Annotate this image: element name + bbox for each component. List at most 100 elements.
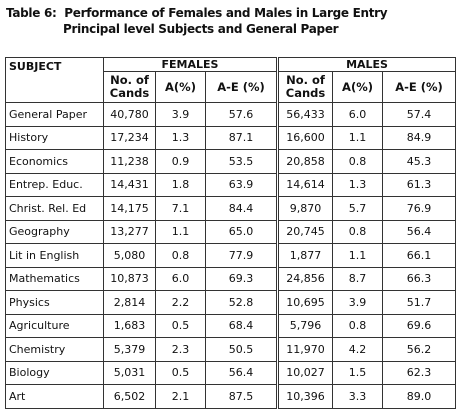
title-line: Table 6: Performance of Females and Male… (6, 5, 388, 21)
value-cell: 1.5 (332, 360, 384, 385)
value-cell: 5,080 (103, 243, 156, 268)
value-cell: 0.8 (332, 219, 384, 244)
value-cell: 1.8 (155, 172, 206, 197)
value-cell: 0.8 (332, 149, 384, 174)
data-row: Physics 2,814 2.2 52.8 10,695 3.9 51.7 (5, 290, 457, 315)
subject-cell: Art (5, 384, 104, 409)
subject-cell: Christ. Rel. Ed (5, 196, 104, 221)
value-cell: 1.3 (332, 172, 384, 197)
value-cell: 52.8 (204, 290, 280, 315)
value-cell: 20,745 (277, 219, 334, 244)
subject-cell: Physics (5, 290, 104, 315)
column-header: A(%) (155, 71, 206, 103)
value-cell: 66.3 (382, 266, 457, 291)
value-cell: 61.3 (382, 172, 457, 197)
value-cell: 1,683 (103, 313, 156, 338)
value-cell: 6.0 (332, 102, 384, 127)
value-cell: 84.4 (204, 196, 280, 221)
value-cell: 76.9 (382, 196, 457, 221)
subject-cell: Mathematics (5, 266, 104, 291)
value-cell: 1.1 (332, 125, 384, 150)
value-cell: 2.2 (155, 290, 206, 315)
column-header: A(%) (332, 71, 384, 103)
value-cell: 57.6 (204, 102, 280, 127)
subject-cell: Geography (5, 219, 104, 244)
value-cell: 1,877 (277, 243, 334, 268)
value-cell: 53.5 (204, 149, 280, 174)
value-cell: 3.3 (332, 384, 384, 409)
value-cell: 1.3 (155, 125, 206, 150)
data-row: Christ. Rel. Ed 14,175 7.1 84.4 9,870 5.7 76.9 (5, 196, 457, 221)
value-cell: 87.5 (204, 384, 280, 409)
value-cell: 40,780 (103, 102, 156, 127)
group-header: FEMALES (102, 57, 280, 72)
value-cell: 2.3 (155, 337, 206, 362)
value-cell: 11,238 (103, 149, 156, 174)
subject-cell: Lit in English (5, 243, 104, 268)
value-cell: 0.8 (332, 313, 384, 338)
subject-cell: Economics (5, 149, 104, 174)
value-cell: 10,873 (103, 266, 156, 291)
value-cell: 13,277 (103, 219, 156, 244)
data-row: Mathematics 10,873 6.0 69.3 24,856 8.7 66.3 (5, 266, 457, 291)
value-cell: 17,234 (103, 125, 156, 150)
value-cell: 84.9 (382, 125, 457, 150)
value-cell: 14,431 (103, 172, 156, 197)
value-cell: 2,814 (103, 290, 156, 315)
value-cell: 0.8 (155, 243, 206, 268)
data-row: Economics 11,238 0.9 53.5 20,858 0.8 45.3 (5, 149, 457, 174)
subject-header: SUBJECT (5, 57, 104, 103)
value-cell: 57.4 (382, 102, 457, 127)
value-cell: 4.2 (332, 337, 384, 362)
value-cell: 1.1 (332, 243, 384, 268)
value-cell: 6.0 (155, 266, 206, 291)
header-row: SUBJECT FEMALES MALES (5, 57, 457, 103)
header-row: No. of Cands A(%) A-E (%) No. of Cands A(%) A… (6, 71, 457, 103)
value-cell: 89.0 (382, 384, 457, 409)
value-cell: 1.1 (155, 219, 206, 244)
value-cell: 66.1 (382, 243, 457, 268)
value-cell: 45.3 (382, 149, 457, 174)
value-cell: 9,870 (277, 196, 334, 221)
value-cell: 0.5 (155, 360, 206, 385)
results-table: SUBJECT FEMALES MALES No. of Cands A(%) A-E (… (5, 57, 457, 409)
column-header: A-E (%) (382, 71, 457, 103)
value-cell: 56.4 (204, 360, 280, 385)
data-row: Art 6,502 2.1 87.5 10,396 3.3 89.0 (5, 384, 457, 409)
value-cell: 3.9 (155, 102, 206, 127)
value-cell: 2.1 (155, 384, 206, 409)
value-cell: 5,796 (277, 313, 334, 338)
column-header: No. of Cands (103, 71, 156, 103)
value-cell: 10,027 (277, 360, 334, 385)
data-row: Entrep. Educ. 14,431 1.8 63.9 14,614 1.3 61.3 (5, 172, 457, 197)
column-header: No. of Cands (277, 71, 334, 103)
subject-cell: Chemistry (5, 337, 104, 362)
group-header: MALES (277, 57, 457, 72)
data-row: Lit in English 5,080 0.8 77.9 1,877 1.1 66.1 (5, 243, 457, 268)
title-line: Principal level Subjects and General Pap… (63, 22, 339, 36)
value-cell: 10,695 (277, 290, 334, 315)
value-cell: 0.5 (155, 313, 206, 338)
value-cell: 16,600 (277, 125, 334, 150)
value-cell: 3.9 (332, 290, 384, 315)
subject-cell: Entrep. Educ. (5, 172, 104, 197)
value-cell: 56.4 (382, 219, 457, 244)
data-row: Chemistry 5,379 2.3 50.5 11,970 4.2 56.2 (5, 337, 457, 362)
value-cell: 69.6 (382, 313, 457, 338)
value-cell: 11,970 (277, 337, 334, 362)
value-cell: 68.4 (204, 313, 280, 338)
value-cell: 63.9 (204, 172, 280, 197)
value-cell: 7.1 (155, 196, 206, 221)
value-cell: 24,856 (277, 266, 334, 291)
subject-cell: Agriculture (5, 313, 104, 338)
value-cell: 65.0 (204, 219, 280, 244)
column-header: A-E (%) (204, 71, 280, 103)
table-label: Table 6: (6, 6, 57, 20)
value-cell: 5,031 (103, 360, 156, 385)
value-cell: 77.9 (204, 243, 280, 268)
value-cell: 20,858 (277, 149, 334, 174)
value-cell: 56.2 (382, 337, 457, 362)
value-cell: 87.1 (204, 125, 280, 150)
subject-cell: General Paper (5, 102, 104, 127)
